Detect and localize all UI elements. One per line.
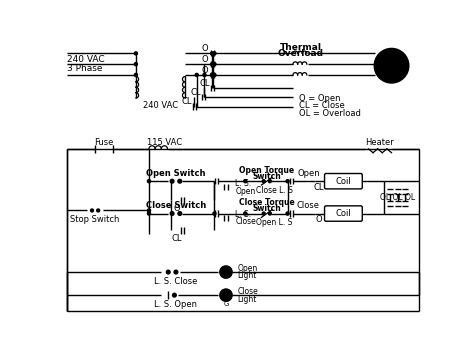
Text: Switch: Switch (253, 204, 281, 213)
Text: Open Switch: Open Switch (146, 169, 206, 178)
Text: Open: Open (297, 169, 320, 178)
Circle shape (134, 62, 137, 66)
Text: 3 Phase: 3 Phase (66, 64, 102, 73)
Text: CL: CL (200, 79, 210, 88)
Text: Close: Close (297, 201, 320, 211)
Circle shape (286, 212, 289, 215)
Circle shape (286, 180, 289, 183)
Text: Stop Switch: Stop Switch (71, 215, 120, 224)
Text: Coil: Coil (335, 209, 351, 218)
Text: CL = Close: CL = Close (299, 101, 345, 110)
Text: O: O (202, 55, 209, 64)
Circle shape (91, 209, 93, 212)
Circle shape (210, 52, 214, 55)
Text: O: O (316, 215, 322, 224)
Text: G: G (223, 301, 228, 307)
Text: O: O (202, 66, 209, 75)
Circle shape (147, 212, 151, 215)
Circle shape (244, 212, 247, 215)
Circle shape (174, 270, 178, 274)
Text: Overload: Overload (278, 49, 324, 58)
Text: Close: Close (235, 217, 256, 226)
Text: OL OL OL: OL OL OL (380, 193, 415, 202)
Circle shape (220, 266, 232, 278)
Text: Thermal: Thermal (280, 43, 322, 52)
Text: 115 VAC: 115 VAC (147, 138, 182, 147)
Text: Switch: Switch (253, 172, 281, 181)
Text: O: O (202, 44, 209, 53)
Circle shape (203, 73, 206, 76)
Text: Light: Light (237, 295, 257, 304)
Circle shape (213, 62, 216, 66)
Text: Open L. S: Open L. S (256, 218, 292, 227)
Text: Light: Light (237, 272, 257, 280)
FancyBboxPatch shape (325, 174, 362, 189)
Circle shape (268, 212, 272, 215)
Circle shape (170, 212, 174, 215)
Text: CL: CL (172, 234, 182, 243)
Text: L. S.: L. S. (235, 210, 251, 219)
Circle shape (166, 270, 170, 274)
Circle shape (213, 212, 216, 215)
Text: L. S. Close: L. S. Close (154, 277, 198, 286)
Circle shape (170, 179, 174, 183)
Circle shape (213, 52, 216, 55)
Text: Open Torque: Open Torque (239, 166, 294, 175)
Text: R: R (223, 268, 228, 277)
Text: Heater: Heater (365, 138, 394, 147)
Text: CL: CL (182, 97, 192, 106)
Circle shape (374, 49, 409, 83)
Text: Open: Open (237, 264, 258, 273)
Text: Motor: Motor (377, 61, 406, 71)
Circle shape (210, 73, 214, 76)
Text: Close L. S: Close L. S (256, 186, 293, 195)
Text: CL: CL (314, 183, 324, 192)
Text: L. S.: L. S. (235, 179, 251, 188)
Text: 240 VAC: 240 VAC (143, 101, 178, 110)
Circle shape (178, 212, 182, 215)
Text: Open: Open (235, 187, 255, 196)
Text: Close Torque: Close Torque (239, 198, 295, 207)
Circle shape (268, 180, 272, 183)
Circle shape (213, 73, 216, 76)
Circle shape (210, 62, 214, 66)
Text: CL: CL (191, 88, 201, 97)
Text: O: O (173, 204, 180, 213)
Text: L. S. Open: L. S. Open (155, 300, 198, 309)
Text: 240 VAC: 240 VAC (66, 55, 104, 64)
Text: O = Open: O = Open (299, 93, 341, 103)
Circle shape (173, 293, 176, 297)
Circle shape (178, 179, 182, 183)
Circle shape (134, 52, 137, 55)
Circle shape (195, 73, 198, 76)
Circle shape (97, 209, 100, 212)
Text: OL = Overload: OL = Overload (299, 109, 361, 118)
Circle shape (210, 73, 214, 76)
Text: Coil: Coil (335, 177, 351, 186)
Text: Close Switch: Close Switch (146, 201, 206, 211)
Text: Close: Close (237, 287, 258, 296)
Circle shape (147, 209, 151, 212)
Circle shape (262, 212, 265, 215)
Circle shape (262, 180, 265, 183)
FancyBboxPatch shape (325, 206, 362, 221)
Circle shape (220, 289, 232, 301)
Circle shape (147, 180, 151, 183)
Circle shape (244, 180, 247, 183)
Text: Fuse: Fuse (94, 138, 113, 147)
Circle shape (134, 73, 137, 76)
